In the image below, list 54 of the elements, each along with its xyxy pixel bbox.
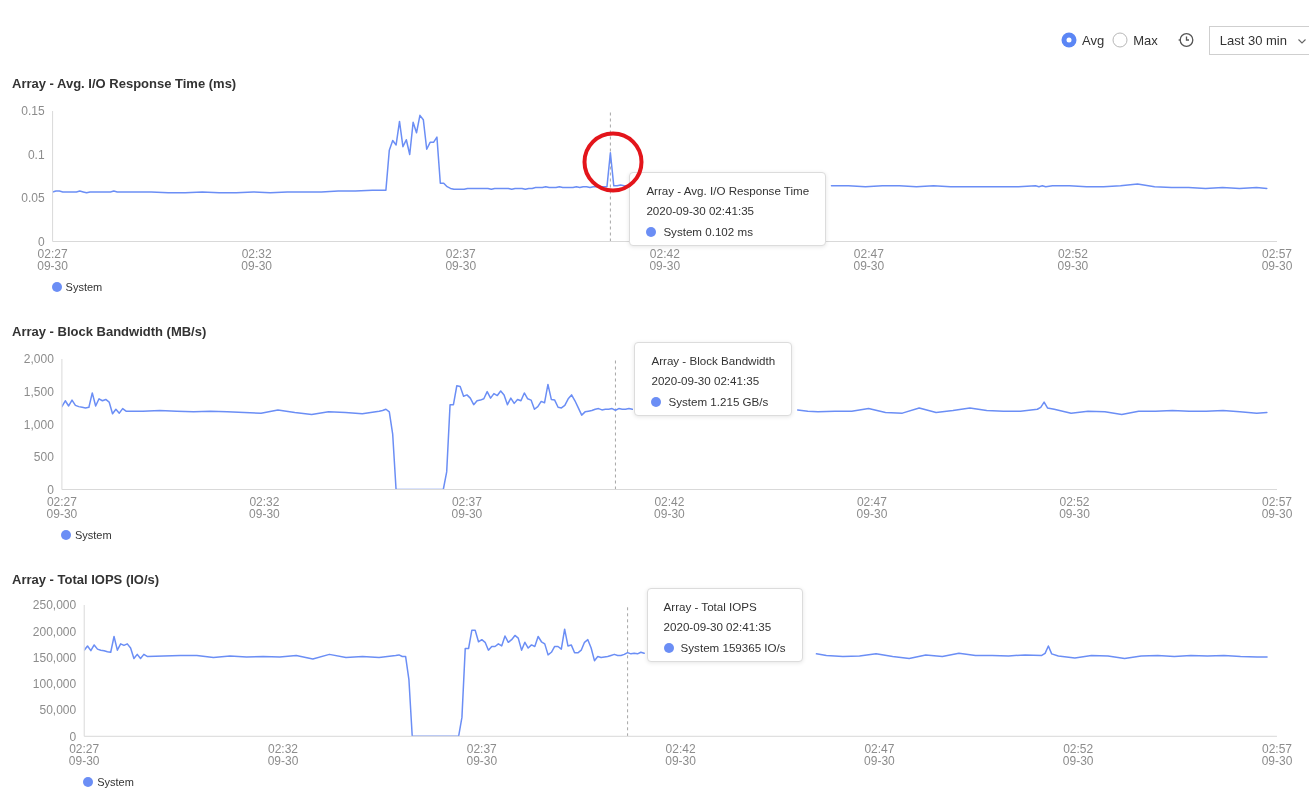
x-tick-label: 02:52 09-30 (1062, 741, 1094, 768)
y-tick-label: 0.1 (27, 147, 45, 162)
y-tick-label: 0.15 (21, 104, 45, 119)
chart-title: Array - Block Bandwidth (MB/s) (12, 324, 207, 339)
x-tick-label: 02:37 09-30 (445, 246, 477, 273)
x-tick-label: 02:57 09-30 (1261, 741, 1293, 768)
y-tick-label: 0.05 (21, 191, 45, 206)
x-tick-label: 02:37 09-30 (451, 494, 483, 521)
x-tick-label: 02:27 09-30 (68, 741, 100, 768)
chart-title: Array - Total IOPS (IO/s) (12, 572, 160, 587)
annotation: Array - Avg. I/O Response Time (646, 183, 810, 197)
annotation: System 0.102 ms (663, 223, 753, 240)
x-tick-label: 02:52 09-30 (1057, 246, 1089, 273)
annotation: Array - Block Bandwidth (651, 353, 776, 367)
y-tick-label: 1,500 (23, 384, 55, 399)
text: Max (1133, 32, 1158, 48)
x-tick-label: 02:57 09-30 (1261, 246, 1293, 273)
x-tick-label: 02:32 09-30 (267, 741, 299, 768)
y-tick-label: 100,000 (32, 676, 77, 691)
x-tick-label: 02:42 09-30 (654, 494, 686, 521)
annotation: 2020-09-30 02:41:35 (651, 373, 760, 387)
y-tick-label: 0 (37, 234, 45, 249)
x-tick-label: 02:42 09-30 (665, 741, 697, 768)
y-tick-label: 0 (47, 482, 55, 497)
x-tick-label: 02:47 09-30 (864, 741, 896, 768)
x-tick-label: 02:27 09-30 (46, 494, 78, 521)
dropdown-field: Last 30 min (1208, 25, 1309, 55)
y-tick-label: 50,000 (39, 703, 77, 718)
legend-label: System (65, 281, 103, 294)
annotation: 2020-09-30 02:41:35 (663, 619, 772, 633)
x-tick-label: 02:32 09-30 (241, 246, 273, 273)
y-tick-label: 150,000 (32, 650, 77, 665)
x-tick-label: 02:57 09-30 (1261, 494, 1293, 521)
y-tick-label: 250,000 (32, 598, 77, 613)
chart-title: Array - Avg. I/O Response Time (ms) (12, 76, 237, 91)
x-tick-label: 02:42 09-30 (649, 246, 681, 273)
legend-label: System (97, 776, 134, 789)
annotation: System 159365 IO/s (680, 639, 786, 656)
y-tick-label: 500 (33, 449, 55, 464)
x-tick-label: 02:37 09-30 (466, 741, 498, 768)
x-tick-label: 02:47 09-30 (853, 246, 885, 273)
annotation: System 1.215 GB/s (668, 393, 769, 410)
annotation: Array - Total IOPS (663, 599, 757, 613)
y-tick-label: 0 (69, 729, 77, 744)
x-tick-label: 02:52 09-30 (1059, 494, 1091, 521)
legend-label: System (74, 529, 112, 542)
x-tick-label: 02:32 09-30 (249, 494, 281, 521)
annotation: 2020-09-30 02:41:35 (646, 203, 755, 217)
y-tick-label: 1,000 (23, 417, 55, 432)
x-tick-label: 02:47 09-30 (856, 494, 888, 521)
x-tick-label: 02:27 09-30 (37, 246, 69, 273)
y-tick-label: 2,000 (23, 351, 55, 366)
y-tick-label: 200,000 (32, 624, 77, 639)
text: Avg (1082, 32, 1105, 48)
